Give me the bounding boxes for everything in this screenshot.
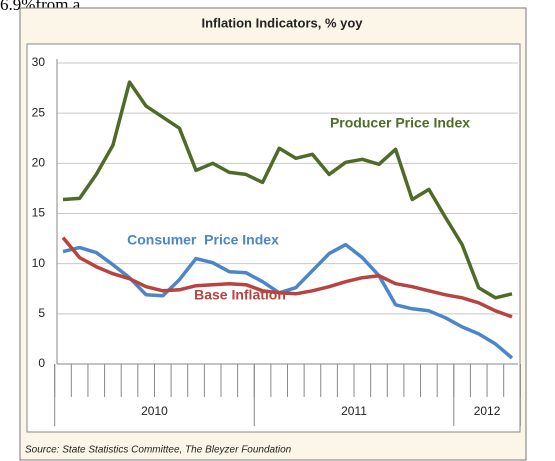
y-tick-label: 0 [38, 356, 45, 370]
year-label: 2012 [474, 404, 501, 418]
series-line [62, 80, 513, 300]
series-line [62, 242, 514, 360]
chart-title: Inflation Indicators, % yoy [201, 15, 363, 30]
plot-frame [26, 43, 521, 433]
y-tick-label: 30 [32, 55, 46, 69]
y-tick-label: 5 [38, 306, 45, 320]
series-line [61, 236, 513, 319]
source: Source: State Statistics Committee, The … [25, 445, 292, 456]
series-label: Producer Price Index [330, 115, 470, 131]
series-label: Base Inflation [194, 287, 286, 303]
y-tick-label: 20 [32, 156, 46, 170]
year-label: 2010 [141, 404, 168, 418]
y-tick-label: 25 [32, 105, 46, 119]
y-tick-label: 10 [32, 256, 46, 270]
y-tick-label: 15 [32, 206, 46, 220]
series-label: Consumer Price Index [127, 232, 279, 248]
year-label: 2011 [341, 404, 367, 418]
